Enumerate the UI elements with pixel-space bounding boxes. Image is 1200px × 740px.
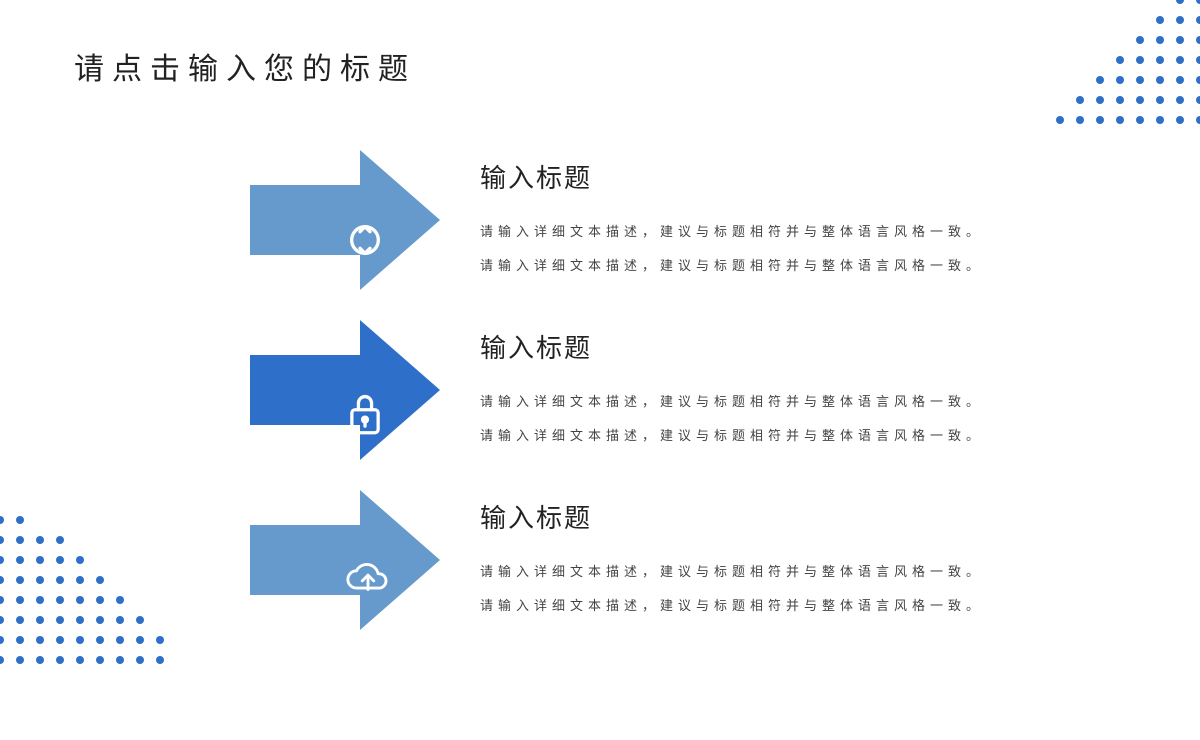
item-title: 输入标题: [480, 498, 1010, 535]
page-title: 请点击输入您的标题: [74, 44, 416, 88]
item-description: 请输入详细文本描述，建议与标题相符并与整体语言风格一致。 请输入详细文本描述，建…: [480, 215, 1010, 283]
list-item: 输入标题 请输入详细文本描述，建议与标题相符并与整体语言风格一致。 请输入详细文…: [250, 320, 1010, 460]
item-title: 输入标题: [480, 158, 1010, 195]
item-list: 输入标题 请输入详细文本描述，建议与标题相符并与整体语言风格一致。 请输入详细文…: [250, 150, 1010, 660]
item-description: 请输入详细文本描述，建议与标题相符并与整体语言风格一致。 请输入详细文本描述，建…: [480, 385, 1010, 453]
list-item: 输入标题 请输入详细文本描述，建议与标题相符并与整体语言风格一致。 请输入详细文…: [250, 490, 1010, 630]
item-text: 输入标题 请输入详细文本描述，建议与标题相符并与整体语言风格一致。 请输入详细文…: [480, 498, 1010, 623]
arrow-shape: [250, 150, 440, 290]
item-text: 输入标题 请输入详细文本描述，建议与标题相符并与整体语言风格一致。 请输入详细文…: [480, 158, 1010, 283]
item-description: 请输入详细文本描述，建议与标题相符并与整体语言风格一致。 请输入详细文本描述，建…: [480, 555, 1010, 623]
item-title: 输入标题: [480, 328, 1010, 365]
arrow-shape: [250, 320, 440, 460]
list-item: 输入标题 请输入详细文本描述，建议与标题相符并与整体语言风格一致。 请输入详细文…: [250, 150, 1010, 290]
arrow-shape: [250, 490, 440, 630]
dots-decoration-top-right: [1020, 0, 1200, 160]
item-text: 输入标题 请输入详细文本描述，建议与标题相符并与整体语言风格一致。 请输入详细文…: [480, 328, 1010, 453]
dots-decoration-bottom-left: [0, 460, 200, 740]
